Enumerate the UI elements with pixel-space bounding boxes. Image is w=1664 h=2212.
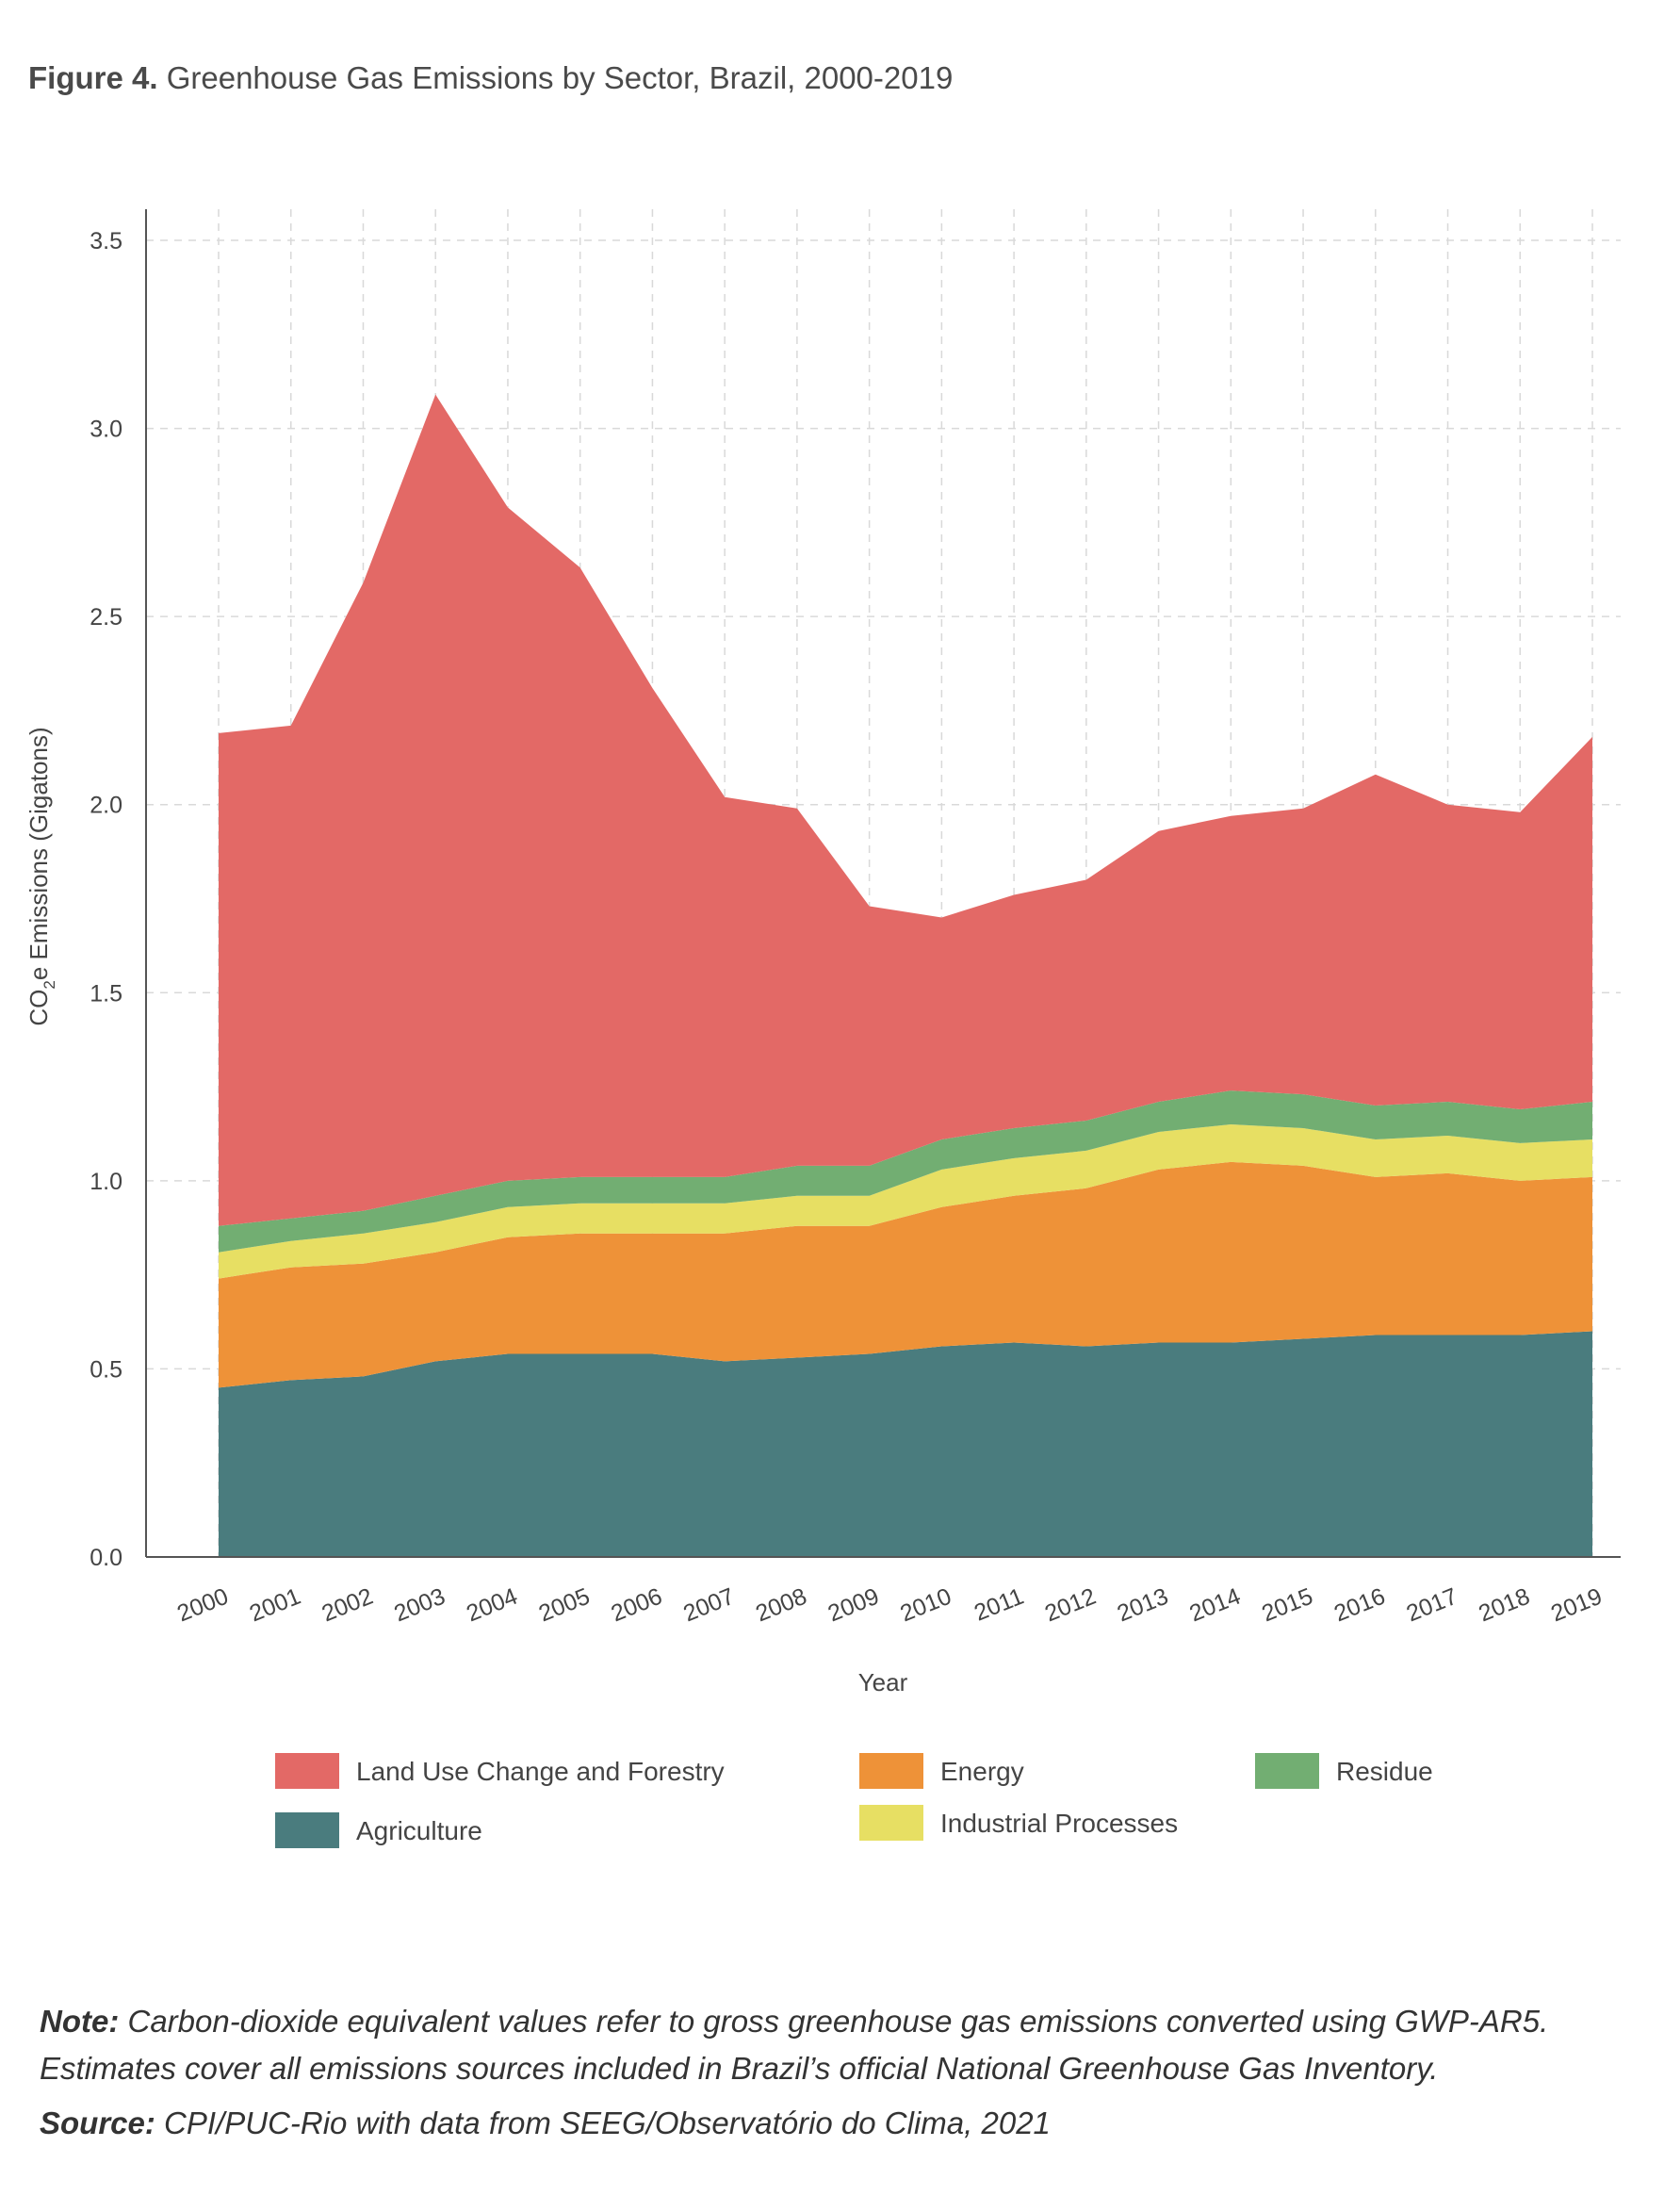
legend-label-residue: Residue [1336,1757,1433,1786]
x-tick-label: 2013 [1114,1583,1172,1628]
x-tick-label: 2015 [1258,1583,1316,1628]
legend-label-land-use-change-and-forestry: Land Use Change and Forestry [356,1757,725,1786]
x-tick-label: 2017 [1403,1583,1461,1628]
legend-swatch-land-use-change-and-forestry [275,1753,339,1789]
note: Note: Carbon-dioxide equivalent values r… [40,1998,1641,2092]
y-tick-label: 0.0 [90,1545,122,1571]
source-label: Source: [40,2105,155,2140]
x-axis-title: Year [858,1668,908,1696]
y-tick-label: 0.5 [90,1356,122,1383]
area-series [219,394,1592,1557]
legend-label-energy: Energy [940,1757,1024,1786]
note-text: Carbon-dioxide equivalent values refer t… [40,2004,1549,2086]
x-tick-labels: 2000 2001 2002 2003 2004 2005 2006 2007 2008 2009… [173,1583,1606,1628]
y-tick-label: 1.5 [90,980,122,1007]
x-tick-label: 2018 [1475,1583,1533,1628]
x-tick-label: 2016 [1330,1583,1389,1628]
source-text: CPI/PUC-Rio with data from SEEG/Observat… [155,2105,1051,2140]
stacked-area-chart: 0.00.51.01.52.02.53.03.5 2000 2001 2002 200… [24,209,1621,1848]
x-tick-label: 2014 [1185,1583,1244,1628]
legend-swatch-industrial-processes [859,1805,923,1841]
x-tick-label: 2008 [752,1583,810,1628]
axes [145,209,1621,1558]
area-energy [219,1161,1592,1388]
legend: Land Use Change and Forestry Energy Residu… [275,1753,1433,1848]
source: Source: CPI/PUC-Rio with data from SEEG/… [40,2105,1051,2141]
area-industrial-processes [219,1124,1592,1279]
x-tick-label: 2000 [173,1583,232,1628]
area-land-use-change-and-forestry [219,394,1592,1226]
x-tick-label: 2004 [463,1583,521,1628]
x-tick-label: 2019 [1547,1583,1606,1628]
y-tick-label: 1.0 [90,1169,122,1195]
y-tick-label: 3.5 [90,228,122,254]
figure-title-text: Greenhouse Gas Emissions by Sector, Braz… [166,60,954,95]
y-axis-title: CO2e Emissions (Gigatons) [24,727,58,1025]
note-label: Note: [40,2004,120,2039]
x-tick-label: 2007 [679,1583,738,1628]
x-tick-label: 2002 [318,1583,377,1628]
x-tick-label: 2009 [824,1583,883,1628]
legend-swatch-residue [1255,1753,1319,1789]
area-agriculture [219,1331,1592,1557]
legend-swatch-energy [859,1753,923,1789]
area-residue [219,1090,1592,1253]
legend-label-agriculture: Agriculture [356,1816,482,1845]
y-tick-label: 2.0 [90,793,122,819]
figure-title: Figure 4. Greenhouse Gas Emissions by Se… [28,60,953,96]
y-axis-title-sub: 2 [41,980,58,989]
y-axis-title-rest: e Emissions (Gigatons) [24,727,53,980]
x-tick-label: 2012 [1041,1583,1100,1628]
y-tick-labels: 0.0 0.5 1.0 1.5 2.0 2.5 3.0 3.5 [90,228,122,1571]
legend-swatch-agriculture [275,1812,339,1848]
legend-label-industrial-processes: Industrial Processes [940,1809,1178,1838]
x-tick-label: 2001 [246,1583,304,1628]
x-tick-label: 2010 [897,1583,955,1628]
y-axis-title-main: CO [24,990,53,1026]
x-tick-label: 2011 [971,1583,1027,1627]
x-tick-label: 2005 [535,1583,594,1628]
y-tick-label: 3.0 [90,417,122,443]
y-tick-label: 2.5 [90,604,122,631]
x-tick-label: 2003 [390,1583,449,1628]
figure-label: Figure 4. [28,60,158,95]
x-tick-label: 2006 [608,1583,666,1628]
